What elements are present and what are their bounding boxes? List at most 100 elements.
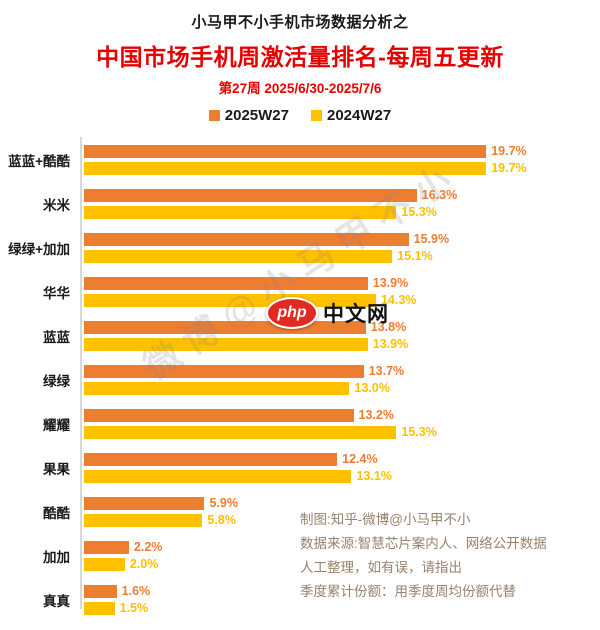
bar-2024W27 xyxy=(84,250,393,263)
category-label: 真真 xyxy=(43,594,70,609)
value-label-2024W27: 15.3% xyxy=(401,205,437,219)
site-logo-text: 中文网 xyxy=(323,303,389,326)
value-label-2024W27: 13.0% xyxy=(354,381,390,395)
category-label: 加加 xyxy=(43,550,70,565)
value-label-2025W27: 13.8% xyxy=(370,320,407,334)
bar-line-2025W27: 16.3% xyxy=(84,189,600,202)
category-label: 绿绿 xyxy=(43,374,70,389)
legend-swatch-2024-icon xyxy=(311,110,322,121)
bar-2025W27 xyxy=(84,145,487,158)
value-label-2025W27: 2.2% xyxy=(133,540,163,554)
bar-line-2025W27: 12.4% xyxy=(84,453,600,466)
value-label-2025W27: 5.9% xyxy=(209,496,238,510)
value-label-2025W27: 1.6% xyxy=(121,584,151,598)
bar-line-2025W27: 15.9% xyxy=(84,233,600,246)
bar-line-2024W27: 1.5% xyxy=(84,602,600,615)
note-method: 季度累计份额：用季度周均份额代替 xyxy=(300,584,516,599)
page-title: 中国市场手机周激活量排名-每周五更新 xyxy=(96,44,504,70)
chart-row: 米米 16.3% 15.3% xyxy=(43,189,600,219)
category-label: 酷酷 xyxy=(43,506,70,521)
category-label: 耀耀 xyxy=(43,418,70,433)
note-credit: 制图:知乎-微博@小马甲不小 xyxy=(300,512,471,527)
bar-line-2025W27: 13.2% xyxy=(84,409,600,422)
category-label: 蓝蓝 xyxy=(43,330,70,345)
chart-row: 耀耀 13.2% 15.3% xyxy=(43,409,600,439)
value-label-2024W27: 15.3% xyxy=(401,425,437,439)
bar-line-2024W27: 15.3% xyxy=(84,426,600,439)
value-label-2024W27: 15.1% xyxy=(397,249,433,263)
value-label-2025W27: 13.7% xyxy=(368,364,405,378)
bar-2025W27 xyxy=(84,189,417,202)
category-label: 绿绿+加加 xyxy=(8,242,70,257)
value-label-2025W27: 12.4% xyxy=(342,452,378,466)
bar-2024W27 xyxy=(84,514,203,527)
bar-2025W27 xyxy=(84,585,117,598)
bar-2024W27 xyxy=(84,602,115,615)
legend-item-2025w27: 2025W27 xyxy=(208,107,289,124)
bar-line-2024W27: 2.0% xyxy=(84,558,600,571)
value-label-2024W27: 5.8% xyxy=(207,513,236,527)
subtitle-week-range: 第27周 2025/6/30-2025/7/6 xyxy=(218,81,382,96)
bar-2025W27 xyxy=(84,365,364,378)
legend-swatch-2025-icon xyxy=(208,110,220,121)
note-disclaimer: 人工整理，如有误，请指出 xyxy=(300,560,462,575)
bar-2024W27 xyxy=(84,206,397,219)
legend-item-2024w27: 2024W27 xyxy=(311,107,391,124)
bar-chart: 蓝蓝+酷酷 19.7% 19.7% 米米 16.3% 15.3% 绿绿+加加 15.9% 15.… xyxy=(0,137,600,629)
value-label-2024W27: 1.5% xyxy=(119,601,149,615)
value-label-2024W27: 13.1% xyxy=(356,469,392,483)
note-source: 数据来源:智慧芯片案内人、网络公开数据 xyxy=(300,536,547,551)
php-logo-icon: php xyxy=(266,297,318,329)
bar-2024W27 xyxy=(84,558,125,571)
footnotes: 制图:知乎-微博@小马甲不小 数据来源:智慧芯片案内人、网络公开数据 人工整理，… xyxy=(300,508,547,604)
value-label-2025W27: 16.3% xyxy=(421,188,458,202)
chart-row: 绿绿+加加 15.9% 15.1% xyxy=(8,233,600,263)
bar-line-2024W27: 15.3% xyxy=(84,206,600,219)
bar-line-2025W27: 1.6% xyxy=(84,585,600,598)
bar-2024W27 xyxy=(84,338,368,351)
chart-row: 绿绿 13.7% 13.0% xyxy=(43,365,600,395)
bar-2025W27 xyxy=(84,453,338,466)
chart-legend: 2025W27 2024W27 xyxy=(0,107,600,124)
bar-2025W27 xyxy=(84,497,205,510)
value-label-2025W27: 19.7% xyxy=(491,144,527,158)
legend-label: 2024W27 xyxy=(327,107,392,124)
bar-line-2025W27: 2.2% xyxy=(84,541,600,554)
bar-line-2025W27: 13.7% xyxy=(84,365,600,378)
category-label: 果果 xyxy=(43,462,70,477)
value-label-2025W27: 13.2% xyxy=(358,408,394,422)
bar-line-2024W27: 19.7% xyxy=(84,162,600,175)
value-label-2024W27: 14.3% xyxy=(380,293,417,307)
bar-2025W27 xyxy=(84,409,354,422)
chart-row: 加加 2.2% 2.0% xyxy=(43,541,600,571)
chart-row: 真真 1.6% 1.5% xyxy=(43,585,600,615)
bar-line-2024W27: 15.1% xyxy=(84,250,600,263)
category-label: 蓝蓝+酷酷 xyxy=(8,154,70,169)
bar-line-2024W27: 13.9% xyxy=(84,338,600,351)
chart-row: 华华 13.9% 14.3% xyxy=(43,277,600,307)
category-label: 华华 xyxy=(43,286,70,301)
chart-row: 蓝蓝+酷酷 19.7% 19.7% xyxy=(8,145,600,175)
bar-line-2024W27: 13.1% xyxy=(84,470,600,483)
bar-line-2025W27: 13.9% xyxy=(84,277,600,290)
site-logo: php 中文网 xyxy=(266,297,389,329)
chart-row: 酷酷 5.9% 5.8% xyxy=(43,496,600,527)
category-label: 米米 xyxy=(43,198,70,213)
bar-line-2024W27: 5.8% xyxy=(84,514,600,527)
bar-2025W27 xyxy=(84,277,368,290)
bar-2024W27 xyxy=(84,162,487,175)
value-label-2025W27: 13.9% xyxy=(372,276,409,290)
chart-row: 果果 12.4% 13.1% xyxy=(43,453,600,483)
bar-rows: 蓝蓝+酷酷 19.7% 19.7% 米米 16.3% 15.3% 绿绿+加加 15.9% 15.… xyxy=(0,145,600,615)
bar-2024W27 xyxy=(84,426,397,439)
legend-label: 2025W27 xyxy=(224,107,289,124)
bar-2024W27 xyxy=(84,382,350,395)
value-label-2024W27: 19.7% xyxy=(491,161,527,175)
value-label-2024W27: 13.9% xyxy=(372,337,409,351)
bar-line-2024W27: 13.0% xyxy=(84,382,600,395)
chart-row: 蓝蓝 13.8% 13.9% xyxy=(43,320,600,351)
value-label-2025W27: 15.9% xyxy=(413,232,450,246)
bar-2024W27 xyxy=(84,470,352,483)
bar-line-2025W27: 19.7% xyxy=(84,145,600,158)
y-axis-line xyxy=(80,137,82,609)
